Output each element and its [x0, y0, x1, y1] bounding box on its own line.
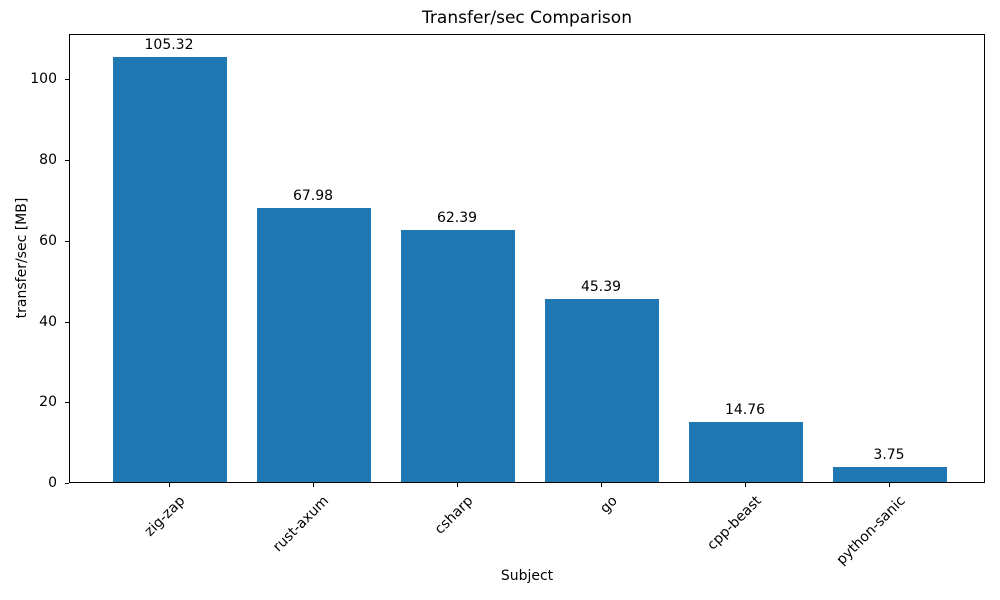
y-tick-mark	[65, 241, 69, 242]
bar-python-sanic	[833, 467, 947, 482]
y-tick-mark	[65, 402, 69, 403]
y-tick-label: 60	[39, 233, 57, 249]
bar-value-label: 67.98	[292, 188, 334, 204]
y-axis-label: transfer/sec [MB]	[14, 197, 30, 319]
bar-value-label: 45.39	[580, 279, 622, 295]
bar-value-label: 14.76	[724, 402, 766, 418]
y-tick-label: 0	[48, 475, 57, 491]
x-tick-label-cpp-beast: cpp-beast	[703, 493, 765, 554]
y-tick-mark	[65, 160, 69, 161]
bar-cpp-beast	[689, 422, 803, 482]
y-tick-mark	[65, 322, 69, 323]
x-axis-label: Subject	[500, 568, 554, 584]
x-tick-label-zig-zap: zig-zap	[141, 493, 189, 540]
y-tick-label: 20	[39, 394, 57, 410]
y-tick-mark	[65, 483, 69, 484]
y-tick-label: 100	[30, 71, 57, 87]
x-tick-label-rust-axum: rust-axum	[270, 493, 333, 556]
x-tick-mark	[169, 483, 170, 487]
x-tick-label-python-sanic: python-sanic	[833, 493, 909, 569]
y-tick-label: 80	[39, 152, 57, 168]
y-tick-label: 40	[39, 314, 57, 330]
x-tick-mark	[601, 483, 602, 487]
y-tick-mark	[65, 79, 69, 80]
bar-value-label: 105.32	[144, 37, 194, 53]
bar-rust-axum	[257, 208, 371, 482]
bar-csharp	[401, 230, 515, 482]
x-tick-mark	[313, 483, 314, 487]
bar-value-label: 62.39	[436, 210, 478, 226]
x-tick-label-go: go	[596, 493, 621, 517]
x-tick-mark	[457, 483, 458, 487]
bar-go	[545, 299, 659, 482]
bar-zig-zap	[113, 57, 227, 482]
x-tick-label-csharp: csharp	[431, 493, 477, 538]
bar-value-label: 3.75	[873, 447, 905, 463]
plot-area	[69, 34, 985, 483]
x-tick-mark	[745, 483, 746, 487]
chart-title: Transfer/sec Comparison	[422, 8, 632, 28]
x-tick-mark	[889, 483, 890, 487]
